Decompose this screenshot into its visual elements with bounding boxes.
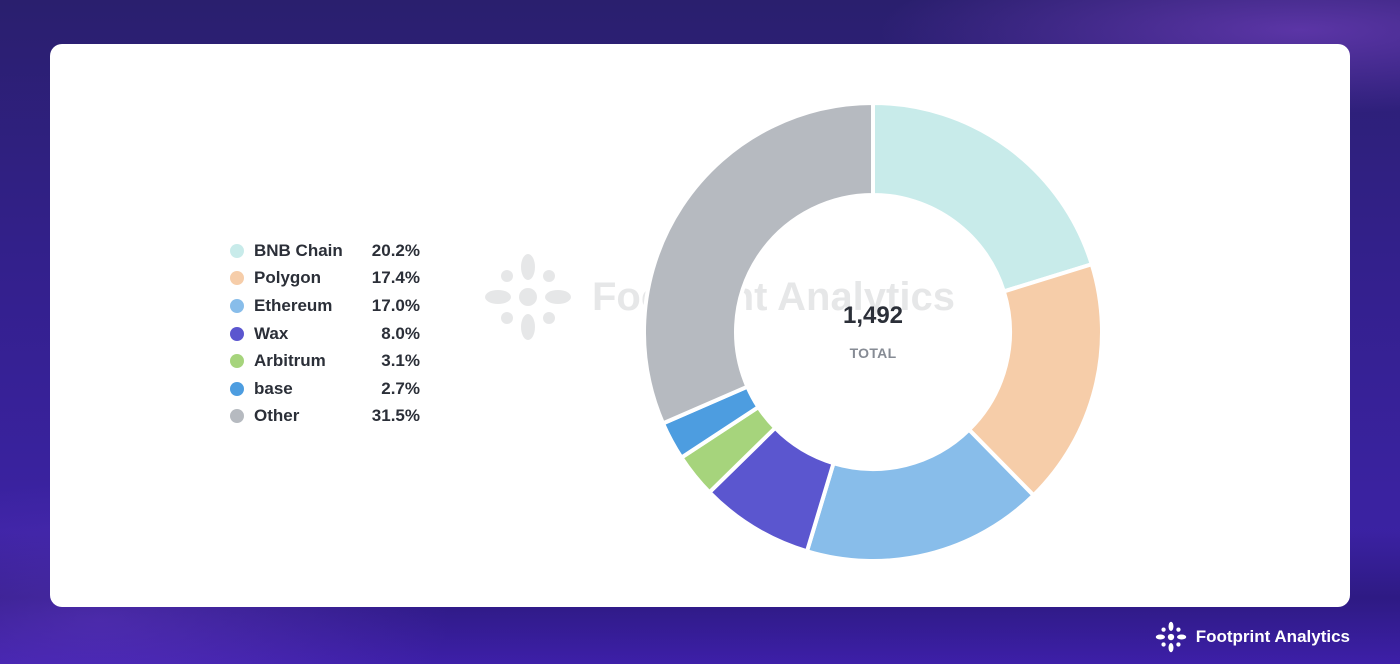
legend-value: 3.1% <box>381 351 420 371</box>
legend-swatch <box>230 409 244 424</box>
legend-value: 17.0% <box>371 295 420 315</box>
legend-item[interactable]: Other 31.5% <box>230 403 420 431</box>
donut-slice[interactable] <box>642 101 875 426</box>
chart-legend: BNB Chain 20.2% Polygon 17.4% Ethereum 17.0% W… <box>230 237 420 430</box>
legend-swatch <box>230 243 244 258</box>
legend-item[interactable]: base 2.7% <box>230 375 420 403</box>
legend-item[interactable]: Wax 8.0% <box>230 320 420 348</box>
total-label: TOTAL <box>849 345 897 361</box>
legend-label: Other <box>254 406 300 426</box>
legend-label: Arbitrum <box>254 351 326 371</box>
legend-value: 20.2% <box>371 240 420 260</box>
legend-label: base <box>254 378 293 398</box>
legend-label: Ethereum <box>254 295 333 315</box>
footprint-logo-icon <box>1155 621 1186 653</box>
footprint-logo-icon <box>485 254 571 340</box>
legend-item[interactable]: Ethereum 17.0% <box>230 292 420 320</box>
legend-value: 8.0% <box>381 323 420 343</box>
legend-swatch <box>230 326 244 341</box>
legend-value: 2.7% <box>381 378 420 398</box>
legend-label: BNB Chain <box>254 240 343 260</box>
legend-label: Wax <box>254 323 289 343</box>
donut-slice[interactable] <box>871 101 1094 294</box>
donut-chart <box>642 101 1104 563</box>
brand-name: Footprint Analytics <box>1195 627 1350 646</box>
chart-card: Footprint Analytics BNB Chain 20.2% Polygo… <box>50 44 1350 607</box>
legend-swatch <box>230 381 244 396</box>
legend-value: 17.4% <box>371 268 420 288</box>
legend-value: 31.5% <box>371 406 420 426</box>
legend-item[interactable]: Arbitrum 3.1% <box>230 347 420 375</box>
total-value: 1,492 <box>842 302 904 329</box>
legend-swatch <box>230 298 244 313</box>
legend-label: Polygon <box>254 268 322 288</box>
legend-item[interactable]: Polygon 17.4% <box>230 265 420 293</box>
brand-logo: Footprint Analytics <box>1154 620 1350 654</box>
legend-item[interactable]: BNB Chain 20.2% <box>230 237 420 265</box>
legend-swatch <box>230 354 244 369</box>
legend-swatch <box>230 271 244 286</box>
